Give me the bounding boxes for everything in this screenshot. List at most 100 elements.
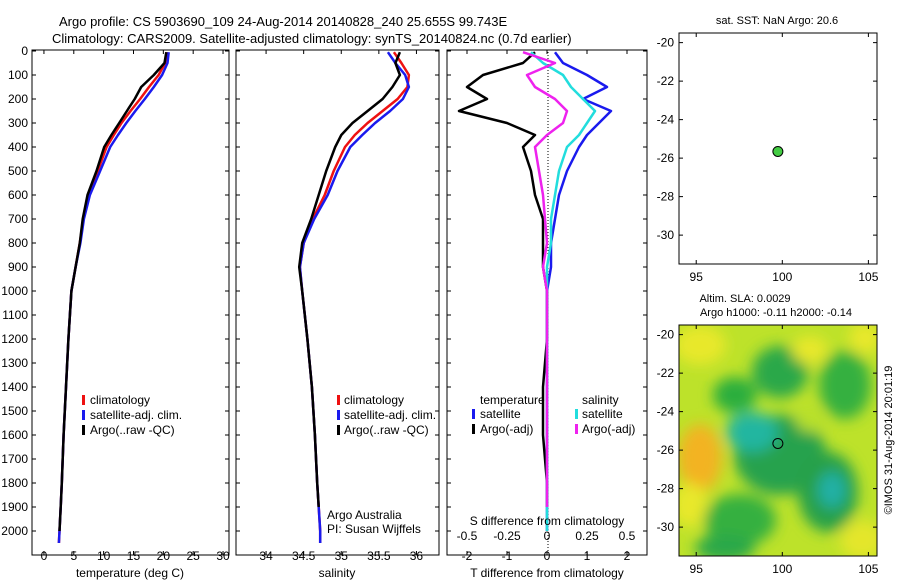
sla-map-panel: Altim. SLA: 0.0029 Argo h1000: -0.11 h20… <box>657 293 895 576</box>
figure-title-line1: Argo profile: CS 5903690_109 24-Aug-2014… <box>59 14 507 29</box>
salinity-axes-frame <box>235 49 440 556</box>
y-tick-label: 800 <box>8 236 28 250</box>
x-tick-label: 0 <box>41 549 48 563</box>
y-tick-label: 200 <box>8 92 28 106</box>
x-tick-label: 10 <box>97 549 111 563</box>
x-tick-label: 105 <box>858 562 878 576</box>
sst-title: sat. SST: NaN Argo: 20.6 <box>716 15 838 27</box>
difference-legend: temperature satellite Argo(-adj) salinit… <box>472 393 635 436</box>
legend-label-argo: Argo(..raw -QC) <box>90 423 175 437</box>
legend-swatch-climatology <box>337 395 340 405</box>
imos-timestamp: ©IMOS 31-Aug-2014 20:01:19 <box>883 366 895 515</box>
x2-tick-label: -0.25 <box>493 529 521 543</box>
x-tick-label: 2 <box>624 549 631 563</box>
y-tick-label: 1500 <box>1 404 28 418</box>
x-tick-label: 36 <box>410 549 424 563</box>
legend-label-sal-satellite: satellite <box>582 407 623 421</box>
y-tick-label: -22 <box>657 74 675 88</box>
y-tick-label: 2000 <box>1 524 28 538</box>
legend-swatch-temp-satellite <box>472 409 475 419</box>
sla-map-ticks: 95 100 105 -20 -22 -24 -26 -28 -30 <box>657 325 879 576</box>
y-tick-label: -28 <box>657 190 675 204</box>
temperature-ticks: 0100200300400500600700800900100011001200… <box>1 44 230 563</box>
legend-swatch-argo <box>82 425 85 435</box>
x-tick-label: 100 <box>772 270 792 284</box>
x-tick-label: 95 <box>690 562 704 576</box>
temperature-series <box>57 51 170 544</box>
location-map-panel: sat. SST: NaN Argo: 20.6 95 100 105 -20 -22 -… <box>657 15 879 284</box>
y-tick-label: -26 <box>657 443 675 457</box>
y-tick-label: 1800 <box>1 476 28 490</box>
series-line-climatology <box>57 51 169 544</box>
x-tick-label: -1 <box>502 549 513 563</box>
salinity-xlabel: salinity <box>319 566 356 580</box>
y-tick-label: -24 <box>657 405 675 419</box>
y-tick-label: 600 <box>8 188 28 202</box>
y-tick-label: 0 <box>21 44 28 58</box>
series-line-temperature-satellite <box>545 51 613 531</box>
salinity-series <box>297 51 411 543</box>
difference-ticks: -2 -1 0 1 2 -0.5 -0.25 0 0.25 0.5 <box>447 50 647 563</box>
x-tick-label: 35 <box>335 549 349 563</box>
salinity-ticks: 34 34.5 35 35.5 36 <box>236 50 439 563</box>
y-tick-label: 1900 <box>1 500 28 514</box>
y-tick-label: 400 <box>8 140 28 154</box>
series-line-satellite-adj-clim- <box>57 52 170 544</box>
location-map-marks <box>772 145 784 157</box>
temperature-xlabel: temperature (deg C) <box>76 566 184 580</box>
y-tick-label: 900 <box>8 260 28 274</box>
x-tick-label: 30 <box>216 549 230 563</box>
y-tick-label: 700 <box>8 212 28 226</box>
y-tick-label: 1000 <box>1 284 28 298</box>
difference-x2label: S difference from climatology <box>470 514 625 528</box>
y-tick-label: 1700 <box>1 452 28 466</box>
legend-label-satellite: satellite-adj. clim. <box>344 408 436 422</box>
x-tick-label: 95 <box>690 270 704 284</box>
series-line-argo-raw-qc- <box>297 51 402 508</box>
sla-title-line1: Altim. SLA: 0.0029 <box>699 293 790 305</box>
float-location-marker <box>772 145 784 157</box>
legend-title-salinity: salinity <box>582 393 619 407</box>
x-tick-label: 34 <box>259 549 273 563</box>
y-tick-label: 100 <box>8 68 28 82</box>
y-tick-label: -20 <box>657 36 675 50</box>
legend-swatch-climatology <box>82 395 85 405</box>
x2-tick-label: -0.5 <box>457 529 478 543</box>
y-tick-label: 300 <box>8 116 28 130</box>
y-tick-label: 1600 <box>1 428 28 442</box>
legend-label-argo: Argo(..raw -QC) <box>344 423 429 437</box>
legend-label-temp-argo: Argo(-adj) <box>480 422 533 436</box>
y-tick-label: 1200 <box>1 332 28 346</box>
sla-heatmap <box>679 325 877 556</box>
x-tick-label: 25 <box>187 549 201 563</box>
legend-swatch-argo <box>337 425 340 435</box>
y-tick-label: -30 <box>657 520 675 534</box>
location-map-ticks: 95 100 105 -20 -22 -24 -26 -28 -30 <box>657 33 879 284</box>
difference-panel: -2 -1 0 1 2 -0.5 -0.25 0 0.25 0.5 T difference fr… <box>446 49 648 580</box>
series-line-argo-raw-qc- <box>58 51 168 532</box>
temperature-legend: climatology satellite-adj. clim. Argo(..… <box>82 393 182 437</box>
legend-swatch-sal-argo <box>575 424 578 434</box>
temperature-axes-frame <box>31 49 230 556</box>
sla-map-frame <box>678 324 878 557</box>
series-line-salinity-argo-adj- <box>522 51 569 507</box>
legend-title-temperature: temperature <box>480 393 545 407</box>
salinity-panel: 34 34.5 35 35.5 36 salinity climatology sate… <box>235 49 440 580</box>
legend-swatch-temp-argo <box>472 424 475 434</box>
y-tick-label: -24 <box>657 113 675 127</box>
x-tick-label: 35.5 <box>367 549 391 563</box>
difference-xlabel: T difference from climatology <box>470 566 624 580</box>
x2-tick-label: 0.5 <box>619 529 636 543</box>
y-tick-label: -28 <box>657 482 675 496</box>
x-tick-label: 20 <box>157 549 171 563</box>
x2-tick-label: 0 <box>544 529 551 543</box>
series-line-temperature-argo-adj- <box>457 51 549 507</box>
y-tick-label: 1400 <box>1 380 28 394</box>
x-tick-label: 34.5 <box>292 549 316 563</box>
temperature-panel: 0100200300400500600700800900100011001200… <box>1 44 230 580</box>
y-tick-label: -30 <box>657 228 675 242</box>
x-tick-label: 105 <box>858 270 878 284</box>
x-tick-label: 15 <box>127 549 141 563</box>
sla-title-line2: Argo h1000: -0.11 h2000: -0.14 <box>700 307 852 319</box>
